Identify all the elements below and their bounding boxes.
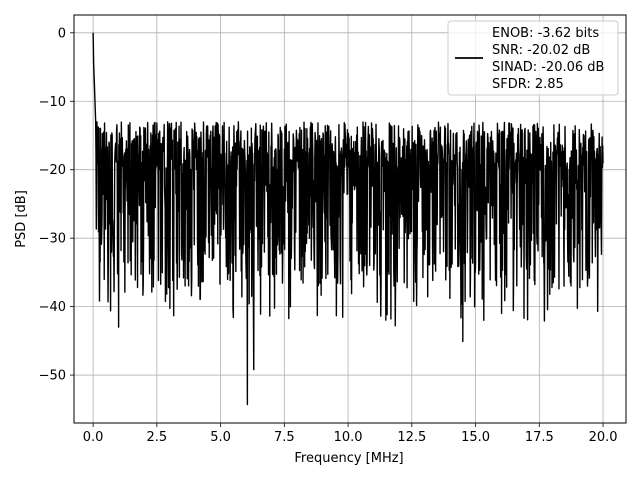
x-tick-label: 2.5 [147,430,168,445]
y-tick-label: −10 [39,95,66,110]
plot-frame [73,14,627,424]
psd-trace [92,32,604,406]
y-axis-label: PSD [dB] [14,190,29,248]
x-axis-label: Frequency [MHz] [294,451,403,466]
x-tick-label: 12.5 [397,430,426,445]
psd-series [92,32,604,406]
x-tick-label: 10.0 [334,430,363,445]
y-tick-label: −50 [39,369,66,384]
x-axis-ticks: 0.0 2.5 5.0 7.5 10.0 12.5 15.0 17.5 20.0 [83,423,618,445]
x-tick-label: 17.5 [525,430,554,445]
y-tick-label: 0 [58,26,66,41]
x-tick-label: 15.0 [461,430,490,445]
legend-entry-enob: ENOB: -3.62 bits [492,26,599,41]
legend-entry-sfdr: SFDR: 2.85 [492,77,564,92]
legend: ENOB: -3.62 bits SNR: -20.02 dB SINAD: -… [447,20,619,96]
x-tick-label: 7.5 [274,430,295,445]
y-tick-label: −30 [39,232,66,247]
legend-box [447,20,619,96]
y-axis-ticks: 0 −10 −20 −30 −40 −50 [39,26,74,384]
y-tick-label: −20 [39,163,66,178]
x-tick-label: 5.0 [210,430,231,445]
legend-entry-sinad: SINAD: -20.06 dB [492,60,604,75]
x-tick-label: 0.0 [83,430,104,445]
y-tick-label: −40 [39,300,66,315]
x-tick-label: 20.0 [589,430,618,445]
legend-entry-snr: SNR: -20.02 dB [492,43,590,58]
